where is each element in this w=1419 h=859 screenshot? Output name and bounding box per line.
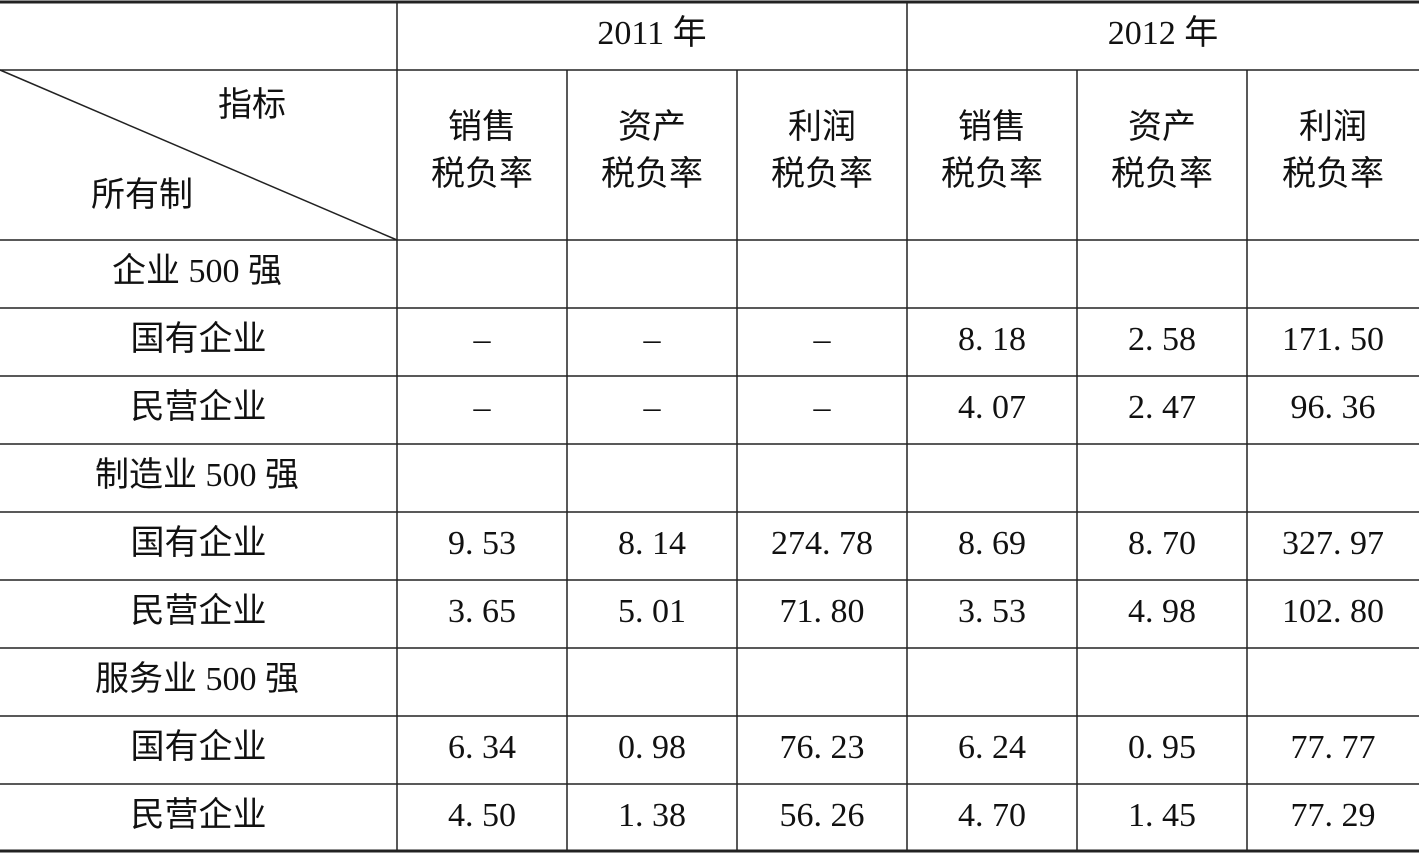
cell: – <box>643 321 662 358</box>
column-header: 利润 <box>1299 108 1367 146</box>
cell: – <box>813 321 832 358</box>
cell: – <box>473 389 492 426</box>
row-label: 国有企业 <box>131 320 267 358</box>
cell: 4. 50 <box>448 797 516 834</box>
cell: 4. 70 <box>958 797 1026 834</box>
cell: 327. 97 <box>1282 525 1384 562</box>
column-header: 销售 <box>448 108 516 146</box>
corner-bottom-label: 所有制 <box>91 176 193 214</box>
cell: 3. 53 <box>958 593 1026 630</box>
cell: 56. 26 <box>780 797 865 834</box>
column-header: 税负率 <box>941 155 1043 193</box>
cell: – <box>643 389 662 426</box>
row-label: 民营企业 <box>131 388 267 426</box>
cell: 102. 80 <box>1282 593 1384 630</box>
row-label: 民营企业 <box>131 592 267 630</box>
column-header: 资产 <box>618 108 686 146</box>
column-header: 销售 <box>958 108 1026 146</box>
column-header: 税负率 <box>1282 155 1384 193</box>
cell: 76. 23 <box>780 729 865 766</box>
group-label: 企业 500 强 <box>112 252 282 290</box>
group-label: 服务业 500 强 <box>95 660 299 698</box>
cell: 0. 95 <box>1128 729 1196 766</box>
cell: 71. 80 <box>780 593 865 630</box>
cell: – <box>473 321 492 358</box>
cell: 6. 24 <box>958 729 1026 766</box>
cell: 6. 34 <box>448 729 516 766</box>
cell: 2. 58 <box>1128 321 1196 358</box>
column-header: 利润 <box>788 108 856 146</box>
cell: 274. 78 <box>771 525 873 562</box>
cell: 2. 47 <box>1128 389 1196 426</box>
column-header: 资产 <box>1128 108 1196 146</box>
cell: 77. 29 <box>1291 797 1376 834</box>
row-label: 国有企业 <box>131 524 267 562</box>
cell: 9. 53 <box>448 525 516 562</box>
cell: 0. 98 <box>618 729 686 766</box>
column-header: 税负率 <box>601 155 703 193</box>
year-header: 2012 年 <box>1108 14 1219 52</box>
row-label: 民营企业 <box>131 796 267 834</box>
column-header: 税负率 <box>771 155 873 193</box>
cell: 8. 18 <box>958 321 1026 358</box>
cell: 96. 36 <box>1291 389 1376 426</box>
corner-top-label: 指标 <box>218 86 286 124</box>
cell: 1. 45 <box>1128 797 1196 834</box>
column-header: 税负率 <box>1111 155 1213 193</box>
cell: 171. 50 <box>1282 321 1384 358</box>
year-header: 2011 年 <box>597 14 706 52</box>
group-label: 制造业 500 强 <box>95 456 299 494</box>
cell: – <box>813 389 832 426</box>
column-header: 税负率 <box>431 155 533 193</box>
cell: 3. 65 <box>448 593 516 630</box>
cell: 8. 70 <box>1128 525 1196 562</box>
cell: 77. 77 <box>1291 729 1376 766</box>
corner-diagonal <box>0 69 398 241</box>
cell: 8. 69 <box>958 525 1026 562</box>
cell: 5. 01 <box>618 593 686 630</box>
cell: 8. 14 <box>618 525 686 562</box>
cell: 4. 07 <box>958 389 1026 426</box>
row-label: 国有企业 <box>131 728 267 766</box>
cell: 1. 38 <box>618 797 686 834</box>
cell: 4. 98 <box>1128 593 1196 630</box>
